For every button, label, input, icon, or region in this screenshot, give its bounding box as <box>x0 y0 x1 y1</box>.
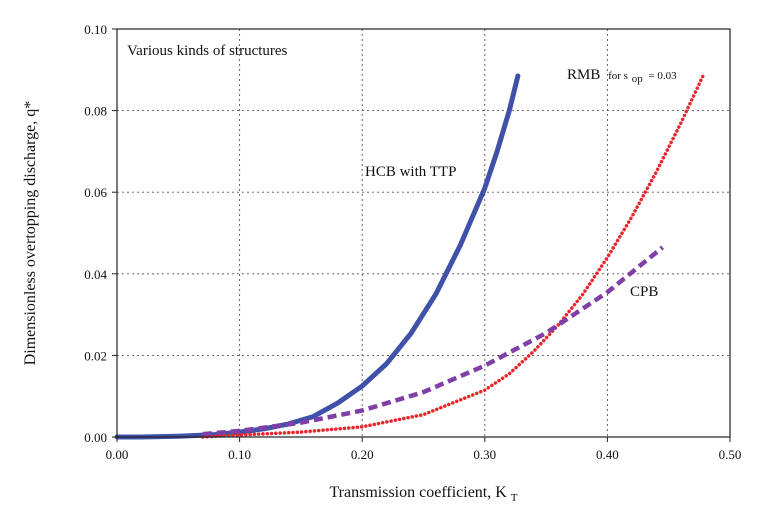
x-tick-label: 0.50 <box>719 447 742 462</box>
annotation-rmb-value: = 0.03 <box>648 70 677 82</box>
y-tick-label: 0.04 <box>84 267 107 282</box>
annotation-hcb: HCB with TTP <box>365 164 456 180</box>
x-axis-title: Transmission coefficient, K T <box>329 484 517 504</box>
series-line-rmb <box>201 74 705 439</box>
y-tick-label: 0.08 <box>84 104 107 119</box>
x-tick-label: 0.40 <box>596 447 619 462</box>
x-tick-label: 0.00 <box>106 447 129 462</box>
annotation-structures: Various kinds of structures <box>127 43 288 59</box>
y-tick-label: 0.06 <box>84 185 107 200</box>
x-tick-label: 0.10 <box>228 447 251 462</box>
ticks: 0.00 0.10 0.20 0.30 0.40 0.50 0.00 0.02 0.04 0.06… <box>84 22 741 462</box>
x-axis-title-sub: T <box>511 492 518 504</box>
y-tick-label: 0.02 <box>84 348 107 363</box>
y-tick-label: 0.00 <box>84 430 107 445</box>
series-line-cpb <box>202 245 665 437</box>
series-layer <box>114 73 705 440</box>
plot-frame <box>116 28 731 438</box>
y-tick-label: 0.10 <box>84 22 107 37</box>
x-tick-label: 0.20 <box>351 447 374 462</box>
annotation-rmb-for: for s <box>608 70 628 82</box>
annotation-rmb-main: RMB <box>567 67 600 83</box>
y-axis-title: Dimensionless overtopping discharge, q* <box>22 101 39 366</box>
annotation-rmb: RMB for s op = 0.03 <box>567 67 677 86</box>
x-axis-title-main: Transmission coefficient, K <box>329 484 507 501</box>
annotation-rmb-sub: op <box>632 73 644 85</box>
annotation-cpb: CPB <box>630 284 658 300</box>
x-tick-label: 0.30 <box>473 447 496 462</box>
